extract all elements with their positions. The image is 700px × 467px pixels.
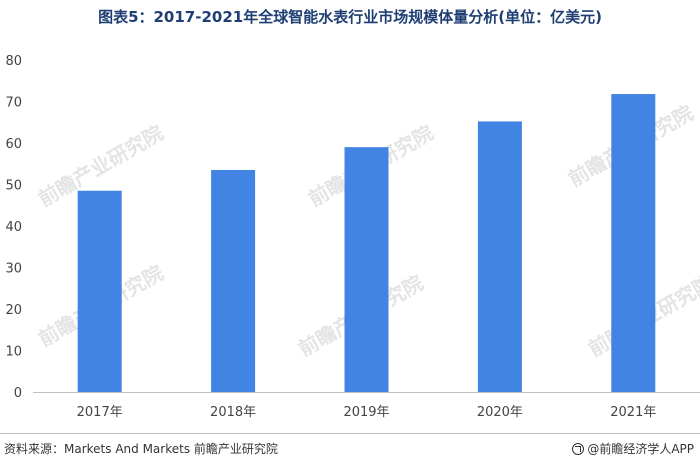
footer-divider: [0, 433, 700, 434]
bar: [211, 169, 256, 392]
bars: [77, 94, 656, 393]
y-tick-label: 70: [5, 96, 22, 111]
bar: [344, 147, 389, 392]
x-axis-ticks: 2017年 2018年 2019年 2020年 2021年: [77, 405, 657, 420]
y-tick-label: 20: [5, 303, 22, 318]
y-tick-label: 60: [5, 137, 22, 152]
x-tick-label: 2018年: [210, 405, 256, 420]
x-tick-label: 2017年: [77, 405, 123, 420]
y-tick-label: 80: [5, 54, 22, 69]
brand-logo-icon: [572, 443, 585, 455]
bar: [611, 94, 656, 392]
brand-text: @前瞻经济学人APP: [587, 442, 694, 456]
x-tick-label: 2019年: [343, 405, 389, 420]
bar: [477, 121, 522, 393]
y-tick-label: 30: [5, 262, 22, 277]
x-tick-label: 2020年: [477, 405, 523, 420]
chart-title: 图表5：2017-2021年全球智能水表行业市场规模体量分析(单位：亿美元): [98, 8, 602, 26]
source-note: 资料来源：Markets And Markets 前瞻产业研究院: [4, 442, 278, 456]
x-tick-label: 2021年: [610, 405, 656, 420]
y-tick-label: 50: [5, 179, 22, 194]
brand-credit: @前瞻经济学人APP: [572, 440, 694, 457]
bar: [77, 190, 122, 392]
y-tick-label: 0: [14, 386, 22, 401]
y-tick-label: 40: [5, 220, 22, 235]
y-axis-ticks: 0 10 20 30 40 50 60 70 80: [5, 54, 22, 401]
y-tick-label: 10: [5, 345, 22, 360]
